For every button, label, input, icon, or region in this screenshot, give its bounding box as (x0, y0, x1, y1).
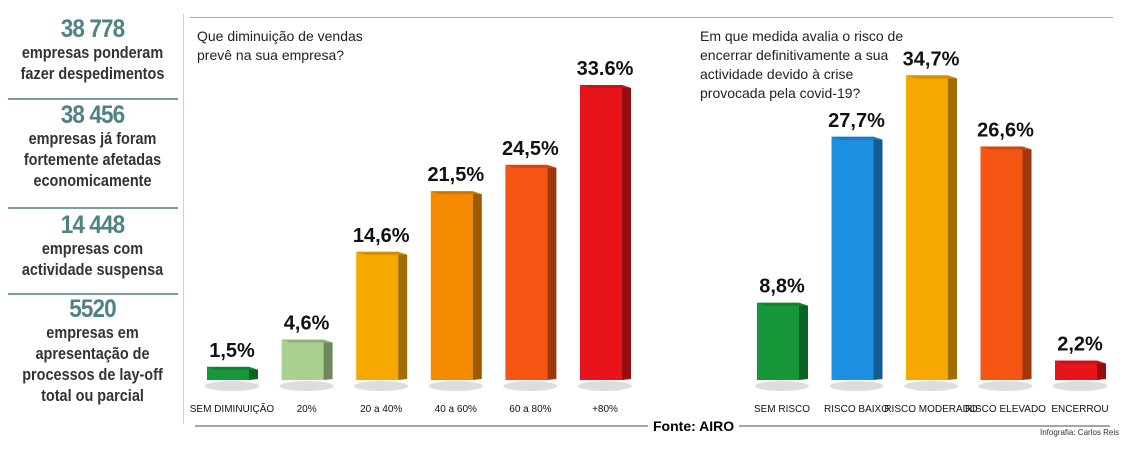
bar-top (831, 136, 883, 140)
category-label: RISCO ELEVADO (965, 404, 1046, 415)
bar-shadow (978, 381, 1033, 391)
bar-shadow (904, 381, 958, 391)
category-label: 60 a 80% (509, 404, 551, 415)
bar-side (1097, 360, 1106, 380)
bar-side (472, 191, 482, 380)
bar (1055, 360, 1097, 380)
bar-shadow (578, 381, 632, 391)
bar-side (873, 136, 883, 380)
divider (8, 293, 178, 295)
bar-side (1022, 146, 1032, 380)
bar-top (430, 191, 482, 195)
category-label: SEM DIMINUIÇÃO (190, 402, 275, 415)
bar-side (323, 339, 333, 380)
category-label: SEM RISCO (754, 404, 810, 415)
bar-top (281, 339, 333, 343)
bar-shadow (354, 381, 409, 391)
stat-block: 5520 empresas em apresentação de process… (0, 296, 185, 406)
stat-text: empresas em apresentação de processos de… (22, 323, 163, 405)
bar (906, 75, 948, 381)
bar (831, 136, 874, 380)
bar-top (980, 146, 1032, 150)
data-label: 8,8% (759, 276, 805, 298)
bar-side (622, 84, 631, 380)
bar-top (757, 302, 808, 306)
category-label: 40 a 60% (435, 404, 477, 415)
data-label: 34,7% (903, 48, 960, 70)
stat-text: empresas ponderam fazer despedimentos (20, 43, 165, 83)
stat-number: 38 778 (60, 15, 125, 43)
data-label: 26,6% (977, 119, 1034, 141)
top-rule (190, 17, 1113, 18)
chart-title-right: Em que medida avalia o risco de encerrar… (700, 28, 904, 101)
bar-shadow (1053, 381, 1107, 391)
bar (430, 191, 473, 380)
bar (757, 302, 799, 380)
category-label: RISCO BAIXO (824, 404, 889, 415)
bar (980, 146, 1023, 380)
divider (8, 207, 178, 209)
stat-block: 38 456 empresas já foram fortemente afet… (0, 102, 185, 191)
bar-top (580, 84, 631, 88)
bar-shadow (205, 381, 259, 391)
category-label: +80% (592, 404, 618, 415)
bar (505, 164, 548, 380)
bar-shadow (428, 381, 483, 391)
data-label: 33.6% (577, 58, 634, 80)
bar-side (398, 251, 408, 380)
bar (356, 251, 399, 380)
data-label: 4,6% (284, 313, 330, 335)
bar-side (799, 302, 808, 380)
divider (8, 98, 178, 100)
bar (580, 84, 622, 380)
bar-top (906, 75, 957, 79)
credit-label: Infografia: Carlos Reis (1040, 428, 1120, 437)
bar-top (356, 251, 408, 255)
bar (281, 339, 324, 380)
source-label: Fonte: AIRO (648, 418, 740, 434)
data-label: 27,7% (828, 110, 885, 132)
stat-number: 5520 (69, 295, 116, 323)
stat-block: 14 448 empresas com actividade suspensa (0, 212, 185, 280)
bar-shadow (503, 381, 558, 391)
category-label: RISCO MODERADO (884, 404, 978, 415)
bar-side (249, 366, 258, 380)
stat-block: 38 778 empresas ponderam fazer despedime… (0, 16, 185, 84)
category-label: 20% (297, 404, 317, 415)
bar-shadow (279, 381, 334, 391)
bar-side (547, 164, 557, 380)
category-label: 20 a 40% (360, 404, 402, 415)
chart-title-left: Que diminuição de vendas prevê na sua em… (197, 28, 363, 63)
stat-number: 14 448 (60, 211, 125, 239)
bar-top (505, 164, 557, 168)
stat-text: empresas já foram fortemente afetadas ec… (23, 129, 162, 190)
data-label: 2,2% (1057, 334, 1103, 356)
category-label: ENCERROU (1051, 404, 1108, 415)
stat-text: empresas com actividade suspensa (21, 239, 164, 279)
data-label: 1,5% (209, 340, 255, 362)
bar-side (948, 75, 957, 381)
bar-shadow (829, 381, 884, 391)
data-label: 14,6% (353, 225, 410, 247)
data-label: 21,5% (427, 164, 484, 186)
bar-top (1055, 360, 1106, 364)
bar-shadow (755, 381, 809, 391)
stat-number: 38 456 (60, 101, 125, 129)
data-label: 24,5% (502, 138, 559, 160)
divider (183, 14, 184, 424)
bar (207, 366, 249, 380)
bar-top (207, 366, 258, 370)
